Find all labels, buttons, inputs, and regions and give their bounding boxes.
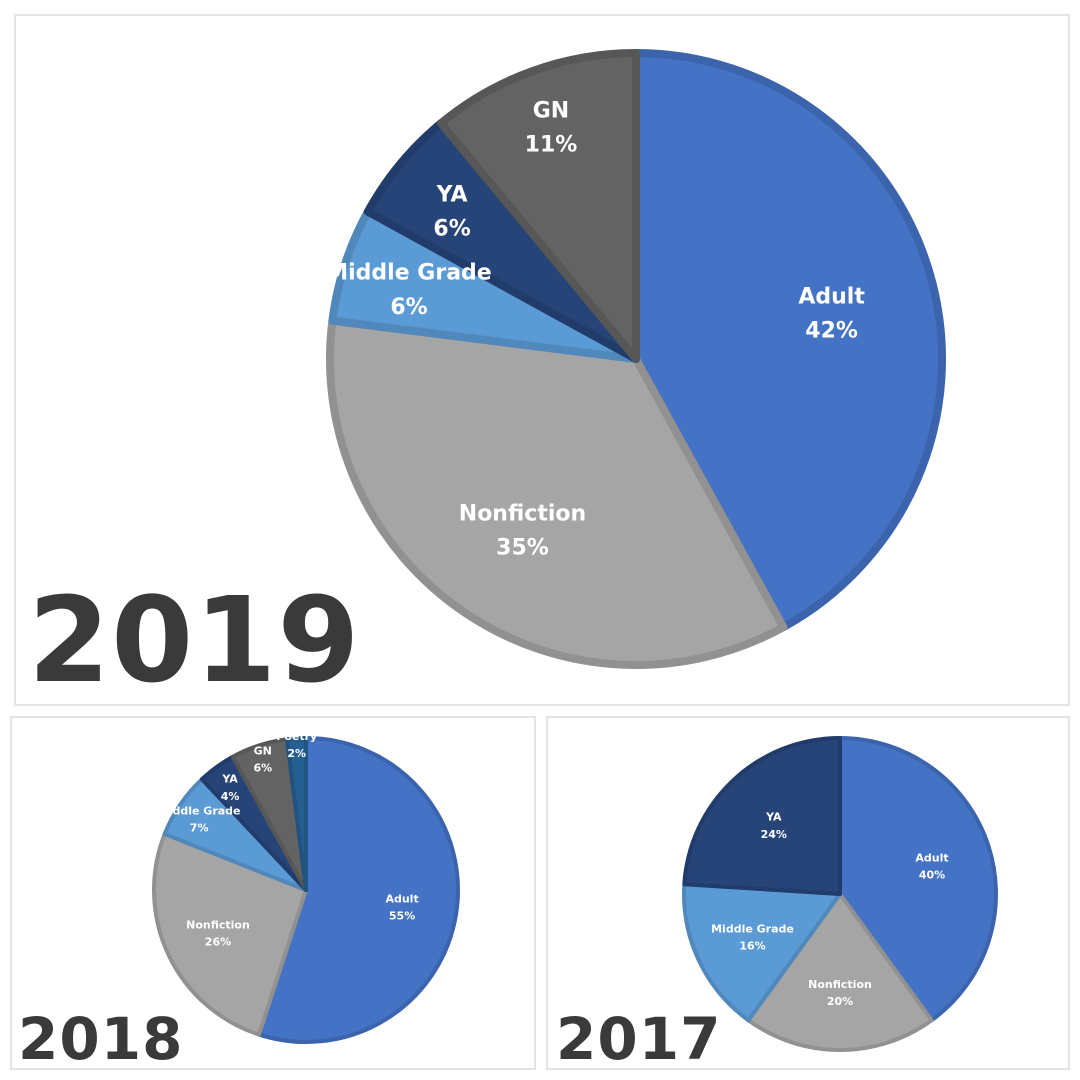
- slice-label-ya: YA 4%: [221, 773, 240, 803]
- pie-slice-middle-grade: [682, 882, 842, 1023]
- slice-label-middle-grade: Middle Grade 16%: [711, 922, 794, 952]
- slice-label-nonfiction: Nonfiction 20%: [808, 978, 872, 1008]
- pie-slice-gn: [436, 49, 640, 363]
- chart-panel-2017: Adult 40% Nonfiction 20% Middle Grade 16% YA 24…: [546, 716, 1070, 1070]
- chart-panel-2018: Adult 55% Nonfiction 26% Middle Grade 7% YA 4% G…: [10, 716, 536, 1070]
- slice-label-adult: Adult 55%: [385, 892, 418, 922]
- pie-slice-nonfiction: [746, 892, 934, 1052]
- slice-label-middle-grade: Middle Grade 7%: [158, 805, 241, 835]
- slice-label-nonfiction: Nonfiction 26%: [186, 919, 250, 949]
- slice-label-nonfiction: Nonfiction 35%: [459, 502, 586, 561]
- slice-label-gn: GN 6%: [253, 744, 272, 774]
- slice-label-ya: YA 24%: [761, 811, 787, 841]
- pie-chart-2018: Adult 55% Nonfiction 26% Middle Grade 7% YA 4% G…: [152, 730, 460, 1044]
- slice-label-ya: YA 6%: [433, 182, 470, 241]
- pie-slice-nonfiction: [152, 832, 308, 1037]
- pie-slice-adult: [632, 49, 946, 632]
- chart-title-2018: 2018: [18, 1005, 184, 1073]
- pie-slice-adult: [257, 736, 460, 1044]
- pie-slice-poetry: [284, 736, 308, 892]
- chart-title-2017: 2017: [556, 1005, 722, 1073]
- slice-label-gn: GN 11%: [525, 98, 578, 157]
- slice-label-adult: Adult 40%: [915, 851, 948, 881]
- chart-title-2019: 2019: [28, 571, 361, 709]
- slice-label-poetry: Poetry 2%: [276, 730, 317, 760]
- slice-label-middle-grade: Middle Grade 6%: [326, 261, 491, 320]
- pie-slice-nonfiction: [326, 316, 788, 669]
- pie-slice-adult: [838, 736, 998, 1023]
- pie-slice-ya: [682, 736, 842, 896]
- slice-label-adult: Adult 42%: [798, 284, 865, 343]
- pie-chart-2017: Adult 40% Nonfiction 20% Middle Grade 16% YA 24…: [682, 736, 998, 1052]
- chart-panel-2019: Adult 42% Nonfiction 35% Middle Grade 6% YA 6% G…: [14, 14, 1070, 706]
- pie-chart-2019: Adult 42% Nonfiction 35% Middle Grade 6% YA 6% G…: [326, 49, 946, 669]
